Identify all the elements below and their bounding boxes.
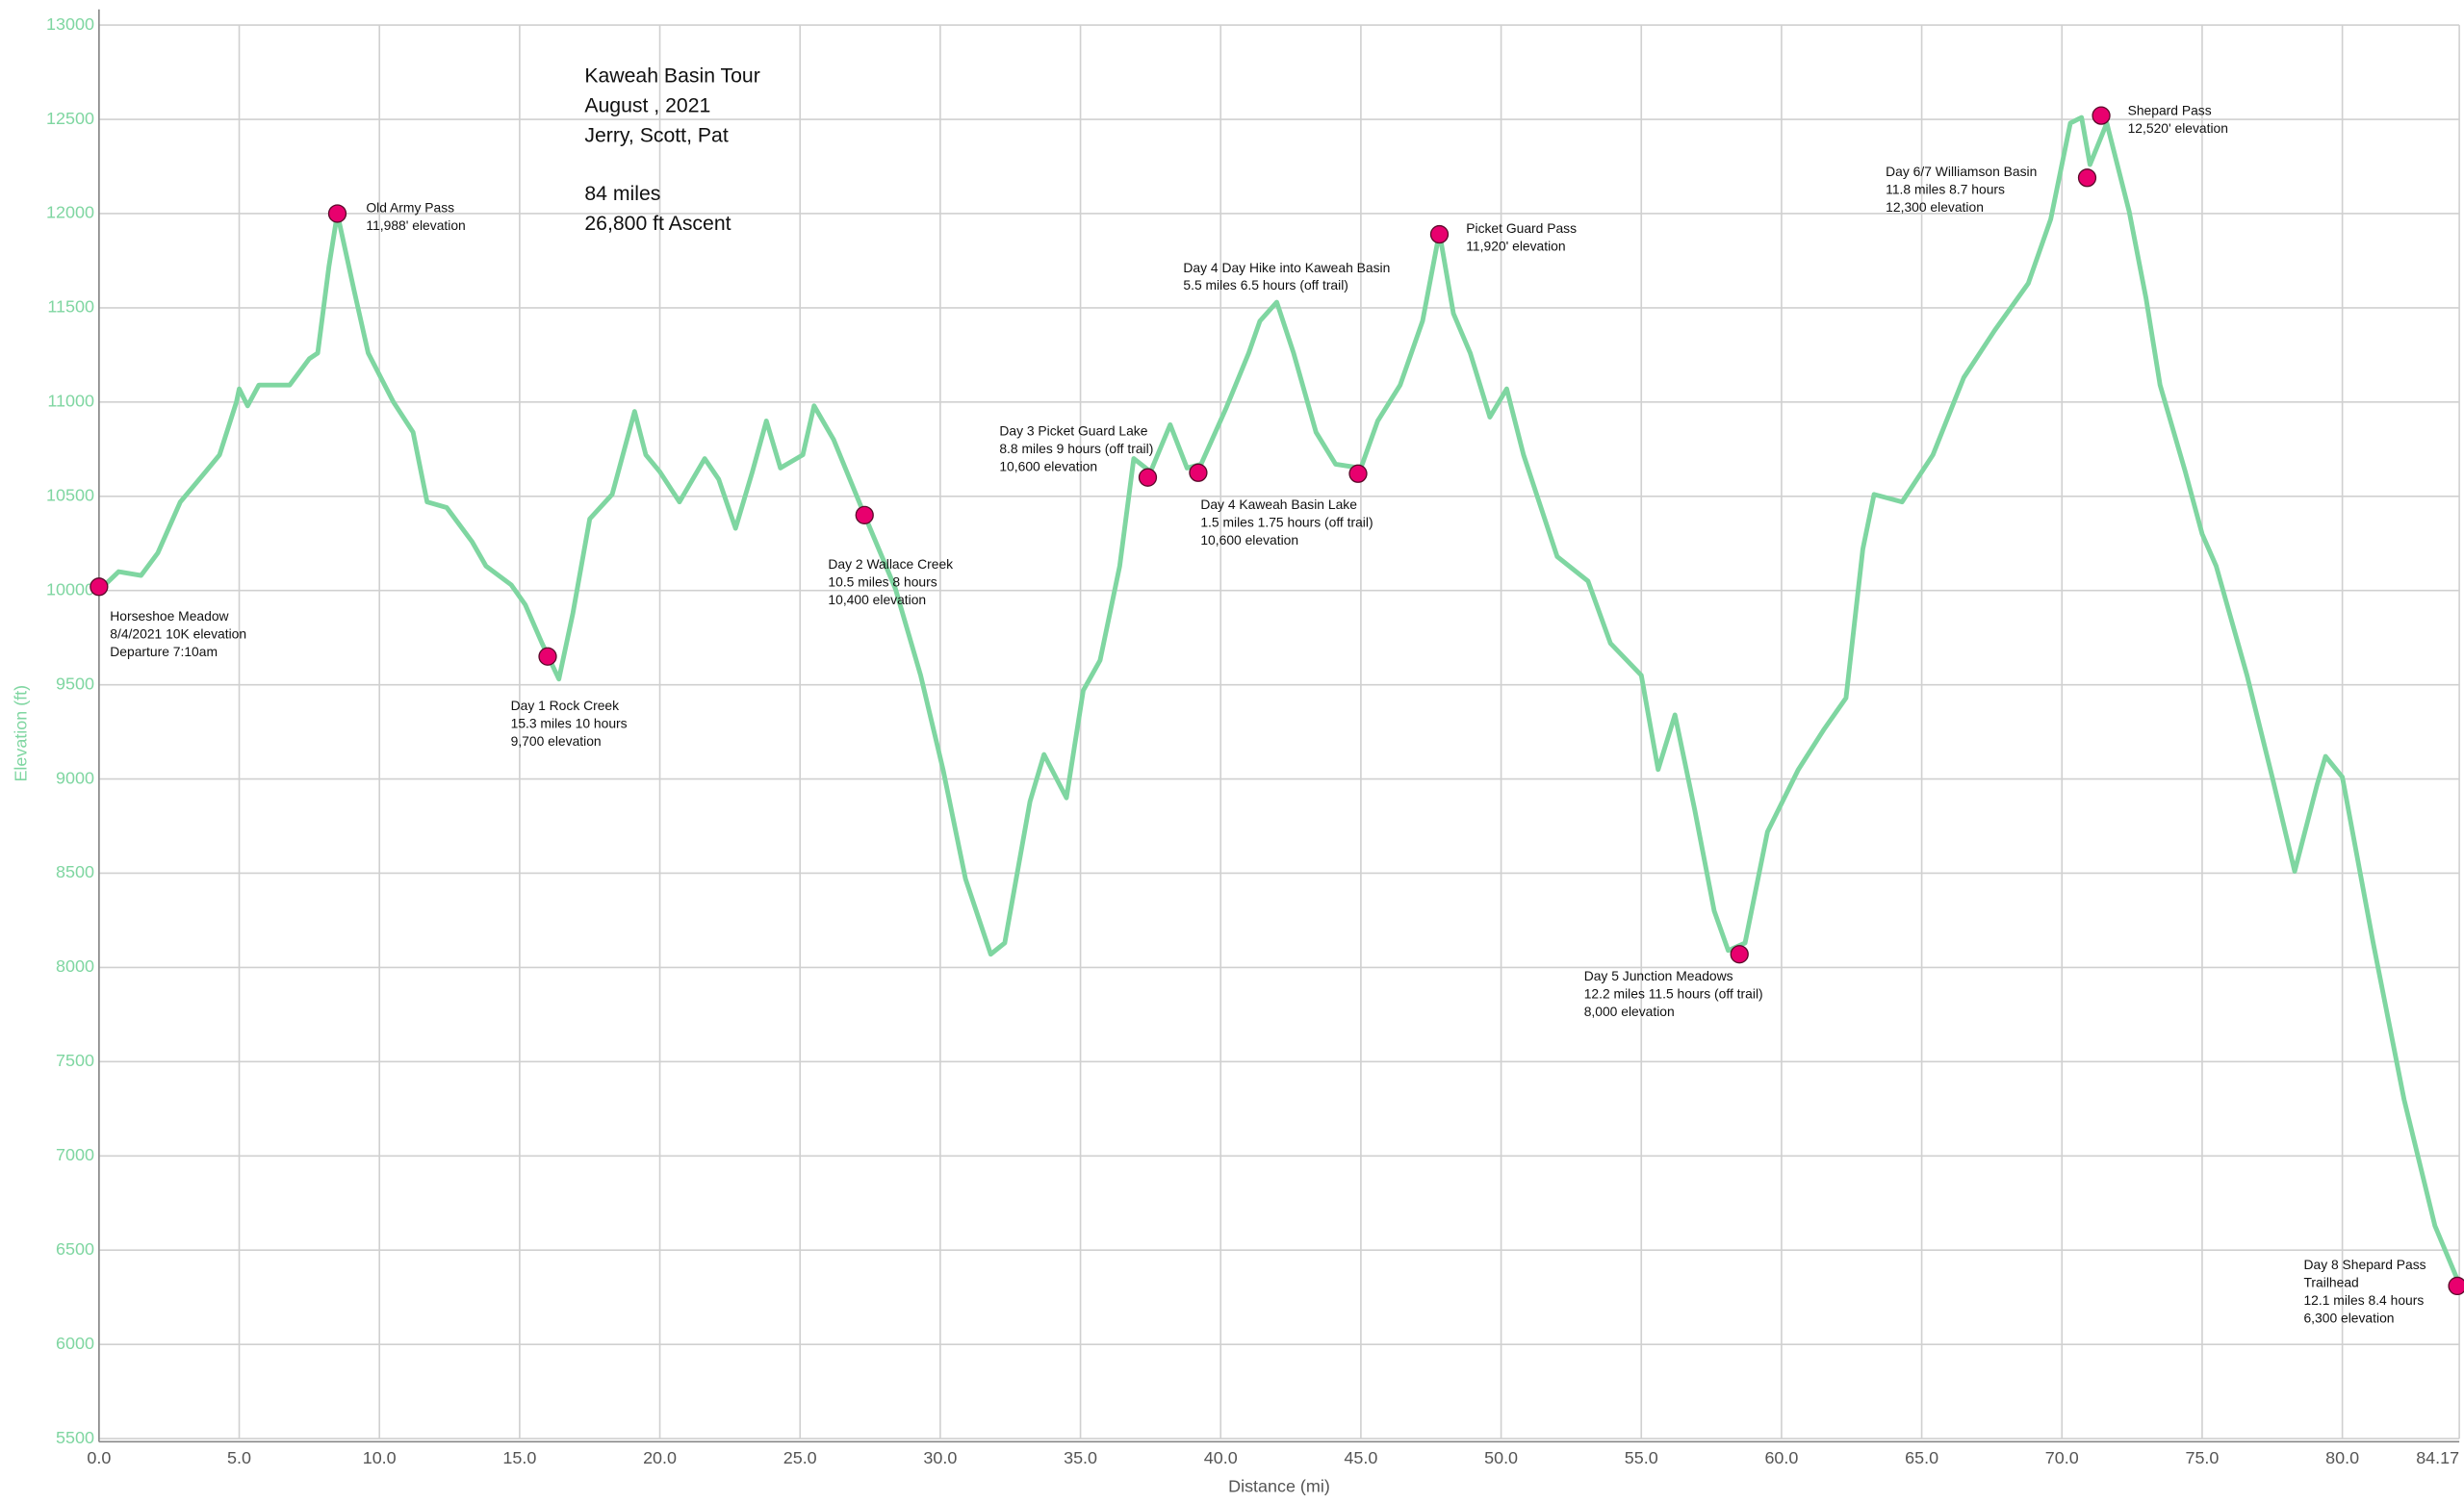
x-tick-label: 84.17: [2416, 1448, 2459, 1467]
waypoint-marker: [1138, 468, 1158, 487]
waypoint-label: 11,920' elevation: [1466, 238, 1565, 253]
y-tick-label: 8000: [56, 956, 94, 976]
x-tick-label: 5.0: [227, 1448, 251, 1467]
waypoint-marker: [90, 577, 109, 597]
waypoint-label: 8/4/2021 10K elevation: [110, 626, 246, 642]
y-tick-label: 12000: [46, 203, 94, 222]
waypoint-label: Old Army Pass: [366, 200, 454, 216]
x-tick-label: 0.0: [87, 1448, 111, 1467]
x-tick-label: 40.0: [1204, 1448, 1238, 1467]
waypoint-label: Day 8 Shepard Pass: [2303, 1257, 2426, 1272]
waypoint-label: Trailhead: [2303, 1275, 2358, 1290]
waypoint-marker: [538, 647, 557, 666]
waypoint-label: 10,400 elevation: [828, 592, 926, 607]
x-tick-label: 15.0: [502, 1448, 536, 1467]
x-axis-label: Distance (mi): [1228, 1476, 1330, 1495]
waypoint-marker: [1348, 464, 1368, 483]
elevation-line: [97, 115, 2462, 1286]
waypoint-label: 8.8 miles 9 hours (off trail): [999, 441, 1153, 456]
x-tick-label: 50.0: [1484, 1448, 1518, 1467]
y-tick-label: 11500: [47, 297, 94, 317]
waypoint-label: 5.5 miles 6.5 hours (off trail): [1183, 277, 1348, 293]
x-tick-label: 10.0: [363, 1448, 397, 1467]
y-tick-label: 13000: [46, 14, 94, 34]
waypoint-label: Day 5 Junction Meadows: [1584, 968, 1733, 983]
x-tick-label: 25.0: [783, 1448, 817, 1467]
waypoint-label: 10.5 miles 8 hours: [828, 574, 937, 590]
y-tick-label: 11000: [47, 392, 94, 411]
y-tick-label: 12500: [46, 109, 94, 128]
x-tick-label: 55.0: [1625, 1448, 1658, 1467]
x-tick-label: 80.0: [2325, 1448, 2359, 1467]
waypoint-label: Day 4 Day Hike into Kaweah Basin: [1183, 260, 1390, 275]
waypoint-marker: [2077, 168, 2097, 188]
x-tick-label: 30.0: [923, 1448, 957, 1467]
y-tick-label: 6500: [56, 1239, 94, 1259]
y-tick-label: 10500: [46, 486, 94, 505]
waypoint-label: 11.8 miles 8.7 hours: [1886, 182, 2005, 197]
waypoint-marker: [2092, 106, 2111, 125]
y-tick-label: 7500: [56, 1051, 94, 1070]
waypoint-label: 12.2 miles 11.5 hours (off trail): [1584, 985, 1763, 1001]
waypoint-label: 8,000 elevation: [1584, 1004, 1675, 1019]
x-tick-label: 60.0: [1764, 1448, 1798, 1467]
y-tick-label: 10000: [46, 579, 94, 599]
x-tick-label: 35.0: [1064, 1448, 1097, 1467]
waypoint-label: Departure 7:10am: [110, 644, 218, 659]
y-axis-label: Elevation (ft): [12, 685, 31, 782]
waypoint-label: 6,300 elevation: [2303, 1311, 2394, 1326]
waypoint-label: Day 3 Picket Guard Lake: [999, 423, 1147, 439]
waypoint-label: 1.5 miles 1.75 hours (off trail): [1200, 515, 1373, 530]
y-tick-label: 9500: [56, 674, 94, 693]
title-line: Kaweah Basin Tour: [584, 65, 759, 88]
waypoint-marker: [855, 505, 874, 524]
waypoint-label: 10,600 elevation: [1200, 532, 1298, 548]
title-line: 84 miles: [584, 183, 660, 205]
waypoint-label: Day 1 Rock Creek: [511, 698, 620, 713]
waypoint-marker: [1429, 224, 1450, 244]
y-tick-label: 9000: [56, 768, 94, 787]
title-line: Jerry, Scott, Pat: [584, 125, 728, 147]
waypoint-marker: [1189, 463, 1208, 482]
y-tick-label: 7000: [56, 1145, 94, 1164]
waypoint-label: Picket Guard Pass: [1466, 220, 1577, 236]
waypoint-label: 9,700 elevation: [511, 733, 602, 749]
waypoint-label: 10,600 elevation: [999, 458, 1097, 473]
y-tick-label: 5500: [56, 1428, 94, 1447]
waypoint-label: 11,988' elevation: [366, 217, 465, 233]
x-tick-label: 20.0: [643, 1448, 677, 1467]
waypoint-label: 12,520' elevation: [2128, 120, 2228, 136]
waypoint-label: Day 6/7 Williamson Basin: [1886, 164, 2037, 179]
x-tick-label: 65.0: [1905, 1448, 1938, 1467]
y-tick-label: 8500: [56, 862, 94, 881]
waypoint-marker: [327, 204, 347, 223]
y-tick-label: 6000: [56, 1334, 94, 1353]
x-tick-label: 45.0: [1344, 1448, 1377, 1467]
waypoint-label: Day 4 Kaweah Basin Lake: [1200, 497, 1357, 512]
x-tick-label: 70.0: [2045, 1448, 2079, 1467]
title-line: August , 2021: [584, 95, 710, 117]
waypoint-label: 12.1 miles 8.4 hours: [2303, 1292, 2424, 1308]
x-tick-label: 75.0: [2185, 1448, 2219, 1467]
waypoint-marker: [1730, 945, 1749, 964]
waypoint-marker: [2448, 1276, 2464, 1296]
waypoint-label: 15.3 miles 10 hours: [511, 716, 628, 731]
waypoint-label: 12,300 elevation: [1886, 199, 1984, 215]
waypoint-label: Day 2 Wallace Creek: [828, 556, 953, 572]
waypoint-label: Horseshoe Meadow: [110, 608, 229, 624]
waypoint-label: Shepard Pass: [2128, 103, 2212, 118]
title-line: 26,800 ft Ascent: [584, 213, 731, 235]
